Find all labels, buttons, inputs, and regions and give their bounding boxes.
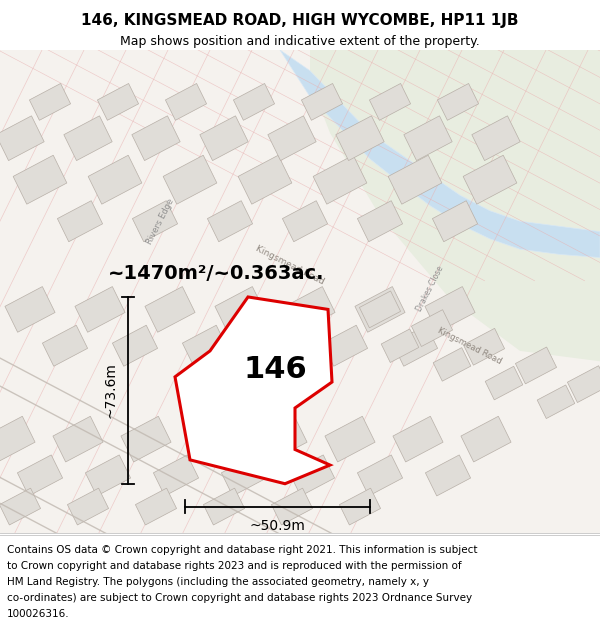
Polygon shape (472, 116, 520, 161)
Text: Kingsmead Road: Kingsmead Road (254, 244, 326, 286)
Polygon shape (388, 155, 442, 204)
Polygon shape (358, 455, 403, 496)
Polygon shape (322, 325, 368, 366)
Polygon shape (175, 297, 332, 484)
Polygon shape (283, 201, 328, 242)
Polygon shape (271, 488, 313, 525)
Polygon shape (67, 488, 109, 525)
Polygon shape (154, 455, 199, 496)
Polygon shape (163, 155, 217, 204)
Polygon shape (425, 287, 475, 332)
Polygon shape (13, 155, 67, 204)
Polygon shape (166, 84, 206, 120)
Polygon shape (0, 116, 44, 161)
Text: Kingsmead Road: Kingsmead Road (436, 326, 503, 366)
Polygon shape (17, 455, 62, 496)
Text: to Crown copyright and database rights 2023 and is reproduced with the permissio: to Crown copyright and database rights 2… (7, 561, 462, 571)
Text: Drakes Close: Drakes Close (415, 264, 445, 313)
Polygon shape (285, 287, 335, 332)
Polygon shape (29, 84, 71, 120)
Polygon shape (568, 366, 600, 403)
Polygon shape (136, 488, 176, 525)
Text: ~1470m²/~0.363ac.: ~1470m²/~0.363ac. (108, 264, 325, 282)
Polygon shape (392, 325, 437, 366)
Polygon shape (412, 309, 452, 346)
Polygon shape (145, 287, 195, 332)
Polygon shape (132, 116, 180, 161)
Polygon shape (404, 116, 452, 161)
Polygon shape (208, 201, 253, 242)
Text: HM Land Registry. The polygons (including the associated geometry, namely x, y: HM Land Registry. The polygons (includin… (7, 577, 429, 587)
Text: ~50.9m: ~50.9m (250, 519, 305, 533)
Polygon shape (0, 416, 35, 462)
Polygon shape (257, 416, 307, 462)
Polygon shape (58, 201, 103, 242)
Polygon shape (215, 287, 265, 332)
Polygon shape (64, 116, 112, 161)
Polygon shape (325, 416, 375, 462)
Text: Rivers Edge: Rivers Edge (145, 197, 175, 246)
Polygon shape (85, 455, 131, 496)
Polygon shape (233, 84, 275, 120)
Polygon shape (75, 287, 125, 332)
Polygon shape (0, 488, 41, 525)
Text: Contains OS data © Crown copyright and database right 2021. This information is : Contains OS data © Crown copyright and d… (7, 544, 478, 554)
Text: 100026316.: 100026316. (7, 609, 70, 619)
Polygon shape (112, 325, 158, 366)
Polygon shape (359, 291, 401, 328)
Polygon shape (537, 385, 575, 419)
Polygon shape (425, 455, 470, 496)
Polygon shape (381, 329, 419, 362)
Polygon shape (221, 455, 266, 496)
Polygon shape (301, 84, 343, 120)
Polygon shape (268, 116, 316, 161)
Polygon shape (393, 416, 443, 462)
Text: co-ordinates) are subject to Crown copyright and database rights 2023 Ordnance S: co-ordinates) are subject to Crown copyr… (7, 593, 472, 603)
Text: Map shows position and indicative extent of the property.: Map shows position and indicative extent… (120, 35, 480, 48)
Polygon shape (433, 201, 478, 242)
Polygon shape (485, 366, 523, 400)
Polygon shape (313, 155, 367, 204)
Polygon shape (133, 201, 178, 242)
Polygon shape (121, 416, 171, 462)
Text: 146: 146 (243, 355, 307, 384)
Polygon shape (437, 84, 479, 120)
Polygon shape (463, 155, 517, 204)
Polygon shape (336, 116, 384, 161)
Polygon shape (310, 50, 600, 361)
Polygon shape (461, 416, 511, 462)
Polygon shape (238, 155, 292, 204)
Text: ~73.6m: ~73.6m (104, 362, 118, 418)
Polygon shape (515, 347, 557, 384)
Polygon shape (203, 488, 245, 525)
Polygon shape (463, 328, 505, 365)
Polygon shape (253, 325, 298, 366)
Polygon shape (200, 116, 248, 161)
Polygon shape (340, 488, 380, 525)
Polygon shape (355, 287, 405, 332)
Polygon shape (280, 50, 600, 258)
Polygon shape (53, 416, 103, 462)
Text: 146, KINGSMEAD ROAD, HIGH WYCOMBE, HP11 1JB: 146, KINGSMEAD ROAD, HIGH WYCOMBE, HP11 … (81, 12, 519, 28)
Polygon shape (97, 84, 139, 120)
Polygon shape (43, 325, 88, 366)
Polygon shape (88, 155, 142, 204)
Polygon shape (5, 287, 55, 332)
Polygon shape (358, 201, 403, 242)
Polygon shape (189, 416, 239, 462)
Polygon shape (370, 84, 410, 120)
Polygon shape (182, 325, 227, 366)
Polygon shape (289, 455, 335, 496)
Polygon shape (433, 348, 471, 381)
